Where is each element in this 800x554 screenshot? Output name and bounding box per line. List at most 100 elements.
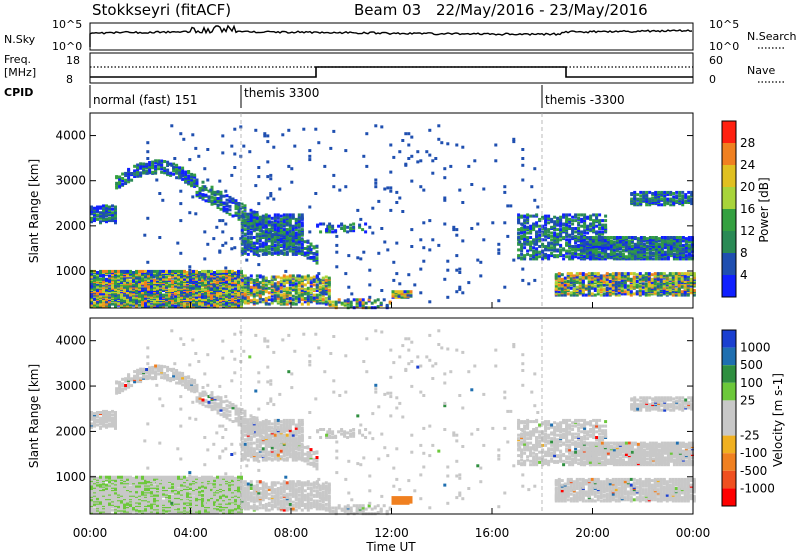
power-cell — [675, 247, 679, 251]
power-cell — [285, 281, 289, 285]
power-cell — [195, 193, 199, 197]
freq-label-line2: [MHz] — [4, 66, 36, 79]
power-cell — [526, 241, 530, 245]
power-cell — [282, 243, 286, 247]
power-cell — [276, 300, 280, 304]
power-cell — [603, 257, 607, 261]
power-cell — [641, 285, 645, 289]
power-cell — [105, 300, 108, 304]
power-cell — [187, 176, 191, 180]
power-cell — [279, 228, 283, 232]
power-cell — [216, 206, 220, 209]
power-cell — [547, 221, 551, 225]
power-cell — [201, 283, 204, 287]
power-cell — [204, 193, 208, 197]
power-cell — [563, 283, 567, 287]
power-cell — [276, 222, 280, 226]
power-cell — [523, 242, 527, 246]
power-cell — [261, 243, 265, 247]
power-cell — [358, 298, 362, 302]
power-cell — [627, 239, 631, 243]
power-cell — [547, 256, 551, 260]
power-cell — [559, 248, 563, 252]
power-cell — [179, 219, 183, 223]
power-cell — [538, 245, 542, 248]
power-cell — [105, 207, 108, 211]
power-cell — [321, 294, 325, 298]
power-cell — [550, 241, 554, 245]
power-cell — [668, 285, 672, 289]
power-cell — [672, 257, 676, 261]
power-cell — [146, 216, 150, 220]
power-cell — [630, 238, 634, 242]
power-cell — [291, 274, 295, 278]
power-cell — [306, 302, 310, 306]
power-cell — [520, 249, 524, 253]
power-cell — [544, 238, 548, 242]
power-cell — [282, 274, 286, 278]
power-cell — [547, 233, 551, 237]
power-cell — [165, 303, 168, 307]
power-cell — [541, 242, 545, 246]
power-cell — [158, 192, 162, 195]
power-cell — [651, 196, 655, 200]
power-cell — [595, 230, 599, 234]
power-cell — [541, 230, 545, 234]
power-cell — [651, 257, 655, 261]
power-cell — [267, 250, 271, 254]
power-cell — [279, 224, 283, 228]
power-cell — [632, 292, 636, 296]
power-cell — [656, 291, 660, 295]
power-cell — [178, 170, 182, 174]
power-cell — [306, 239, 310, 243]
power-cell — [279, 221, 283, 225]
power-cell — [204, 186, 208, 190]
power-cell — [216, 190, 220, 194]
power-cell — [520, 252, 524, 256]
power-cell — [687, 251, 691, 255]
power-cell — [651, 240, 655, 244]
power-cell — [249, 277, 253, 281]
power-cell — [331, 303, 335, 307]
power-cell — [600, 246, 604, 250]
power-cell — [675, 199, 679, 203]
power-cell — [662, 280, 666, 283]
power-cell — [157, 167, 161, 171]
power-cell — [562, 257, 566, 261]
power-cell — [605, 275, 609, 279]
power-cell — [526, 215, 530, 219]
power-cell — [618, 236, 622, 239]
power-cell — [279, 293, 283, 297]
power-cell — [258, 248, 262, 252]
power-cell — [294, 221, 298, 225]
power-cell — [565, 251, 569, 255]
power-cell — [681, 196, 685, 200]
power-cell — [544, 220, 548, 224]
power-cell — [276, 284, 280, 288]
power-cell — [574, 249, 578, 253]
power-cell — [683, 293, 687, 297]
power-cell — [267, 247, 271, 251]
power-cell — [599, 285, 603, 289]
power-cell — [578, 289, 582, 292]
power-cell — [648, 203, 652, 207]
power-cell — [391, 292, 395, 296]
power-cell — [592, 229, 596, 233]
power-cell — [645, 248, 649, 252]
power-cell — [574, 255, 578, 259]
power-cell — [118, 180, 122, 183]
power-cell — [267, 214, 271, 218]
power-cell — [222, 194, 226, 198]
power-cell — [159, 295, 162, 299]
power-cell — [152, 275, 156, 279]
power-cell — [93, 216, 96, 220]
power-cell — [185, 293, 189, 297]
power-cell — [309, 295, 313, 299]
power-cell — [602, 276, 606, 280]
power-cell — [553, 222, 557, 226]
power-cell — [303, 247, 307, 250]
power-cell — [111, 215, 114, 219]
power-cell — [306, 281, 310, 285]
power-cell — [529, 246, 533, 250]
power-cell — [671, 281, 675, 285]
